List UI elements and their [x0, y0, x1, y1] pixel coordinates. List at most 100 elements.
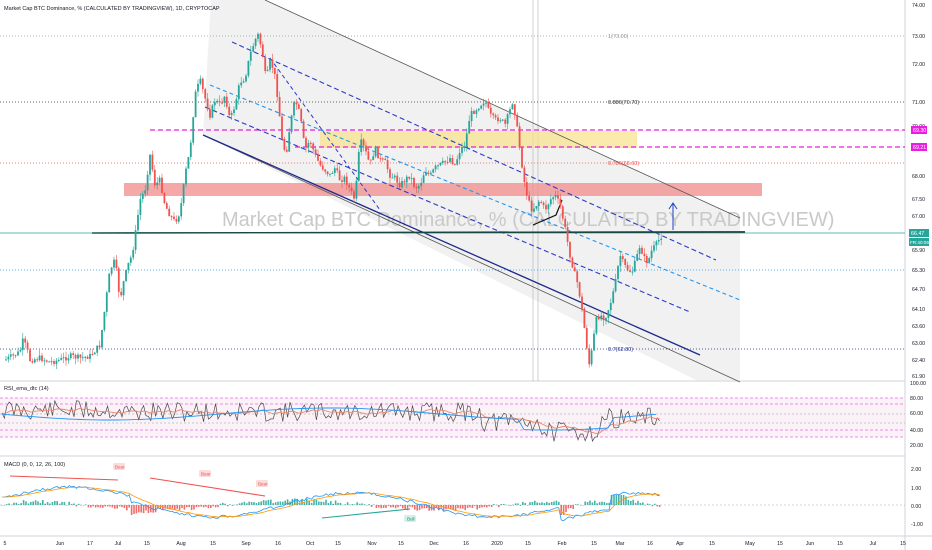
macd-bar: [505, 504, 507, 506]
candle-body: [129, 257, 132, 263]
macd-bar: [265, 500, 267, 505]
candle-body: [461, 147, 463, 153]
macd-bar: [387, 505, 390, 506]
macd-bar: [296, 498, 298, 505]
candle-body: [643, 253, 646, 257]
candle-body: [511, 104, 514, 110]
macd-bar: [332, 503, 334, 505]
macd-bar: [433, 505, 435, 511]
signal-line: [2, 486, 660, 518]
candle-body: [509, 109, 511, 115]
candle-body: [588, 348, 591, 365]
macd-bar: [202, 505, 205, 508]
macd-bar: [442, 505, 445, 512]
candle-body: [285, 149, 288, 152]
macd-bar: [164, 505, 166, 509]
price-tick-label: 67.00: [912, 214, 925, 220]
macd-bar: [171, 505, 174, 509]
candle-body: [432, 169, 435, 173]
macd-bar: [42, 499, 44, 505]
macd-bar: [54, 501, 56, 505]
candle-body: [201, 78, 204, 90]
candle-body: [629, 270, 631, 272]
macd-bar: [183, 505, 186, 510]
candle-body: [350, 187, 353, 192]
candle-body: [113, 259, 115, 268]
candle-body: [163, 192, 166, 204]
candle-body: [60, 357, 63, 360]
macd-bar: [517, 503, 519, 505]
macd-bar: [649, 504, 651, 505]
macd-bar: [654, 503, 656, 505]
price-tag-label: 69.21: [913, 145, 926, 151]
macd-bar: [550, 501, 553, 505]
macd-bar: [651, 505, 654, 507]
macd-bar: [339, 502, 342, 505]
candle-body: [470, 110, 473, 122]
macd-bar: [166, 505, 169, 509]
macd-bar: [423, 505, 426, 509]
candle-body: [636, 254, 639, 261]
candle-body: [45, 360, 48, 362]
candle-body: [197, 83, 199, 92]
candle-body: [393, 175, 396, 178]
candle-body: [492, 113, 495, 116]
candle-body: [77, 354, 79, 359]
macd-marker: Bear: [258, 482, 268, 487]
candle-body: [57, 359, 60, 361]
macd-bar: [378, 505, 380, 508]
macd-bar: [591, 502, 594, 505]
macd-bar: [608, 502, 610, 505]
macd-bar: [606, 503, 608, 505]
macd-bar: [399, 505, 402, 507]
macd-bar: [92, 505, 94, 507]
candle-body: [542, 202, 545, 206]
macd-bar: [32, 501, 34, 505]
candle-body: [521, 147, 523, 168]
macd-bar: [13, 502, 15, 505]
candle-body: [456, 159, 459, 165]
macd-bar: [138, 505, 140, 513]
macd-bar: [447, 505, 450, 509]
macd-bar: [536, 502, 538, 505]
macd-bar: [579, 505, 582, 506]
candle-body: [396, 175, 399, 183]
macd-bar: [303, 502, 306, 505]
price-tick-label: 64.70: [912, 287, 925, 293]
macd-bar: [627, 499, 630, 505]
time-tick-label: Dec: [429, 541, 439, 547]
candle-body: [552, 197, 555, 200]
macd-bar: [646, 503, 649, 505]
candle-body: [533, 208, 535, 212]
macd-bar: [286, 499, 289, 505]
macd-bar: [330, 501, 332, 505]
macd-bar: [418, 505, 421, 511]
macd-bar: [322, 501, 325, 505]
candle-body: [573, 267, 576, 272]
macd-bar: [555, 500, 558, 505]
macd-bar: [481, 505, 483, 508]
price-tick-label: 68.00: [912, 174, 925, 180]
macd-bar: [589, 500, 591, 505]
candle-body: [384, 158, 387, 161]
fib-label: 0.886(70.70): [608, 100, 639, 106]
candle-body: [497, 117, 499, 122]
macd-bar: [632, 499, 634, 505]
candle-body: [413, 178, 415, 187]
macd-bar: [577, 504, 579, 505]
candle-body: [408, 176, 411, 179]
candle-body: [333, 168, 336, 173]
rsi-ema-line: [1, 408, 660, 434]
macd-bar: [522, 501, 524, 505]
candle-body: [379, 158, 382, 160]
candle-body: [650, 250, 653, 259]
macd-marker: Bear: [201, 472, 211, 477]
candle-body: [465, 133, 468, 148]
macd-bar: [205, 505, 207, 507]
candle-body: [353, 191, 355, 199]
price-tick-label: 73.00: [912, 34, 925, 40]
macd-bar: [469, 505, 471, 508]
candle-body: [199, 78, 202, 84]
candle-body: [24, 338, 27, 343]
candle-body: [458, 152, 461, 160]
